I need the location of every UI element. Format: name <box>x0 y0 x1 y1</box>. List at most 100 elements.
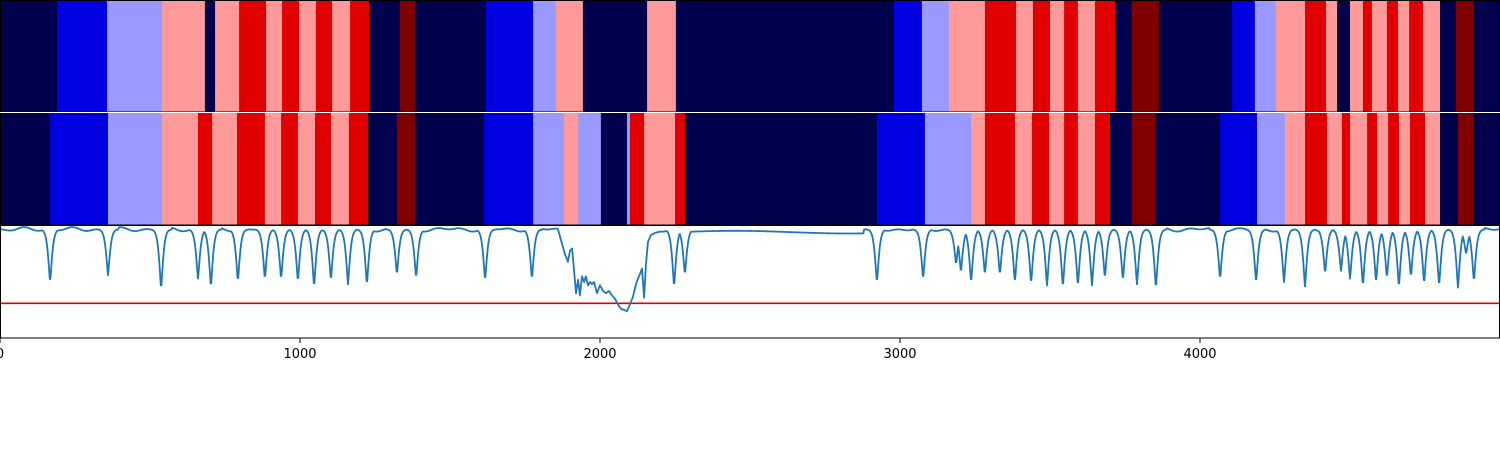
x-axis: 0 1000 2000 3000 4000 <box>0 338 1217 362</box>
track-bottom-segment <box>1473 113 1500 225</box>
track-top-segment <box>1337 1 1351 112</box>
track-bottom-segment <box>1257 113 1286 225</box>
track-bottom-segment <box>1110 113 1133 225</box>
track-top-segment <box>1158 1 1233 112</box>
track-top-segment <box>921 1 950 112</box>
track-top-segment <box>204 1 216 112</box>
track-bottom-segment <box>533 113 565 225</box>
track-bottom-segment <box>264 113 282 225</box>
track-bottom-segment <box>1388 113 1400 225</box>
track-top-segment <box>315 1 333 112</box>
track-top-segment <box>1473 1 1500 112</box>
track-bottom-segment <box>297 113 316 225</box>
track-bottom-segment <box>971 113 986 225</box>
track-top-segment <box>1275 1 1306 112</box>
track-bottom-segment <box>1367 113 1378 225</box>
track-bottom-segment <box>1425 113 1441 225</box>
track-top-segment <box>1232 1 1256 112</box>
track-top-segment <box>414 1 487 112</box>
track-top-segment <box>266 1 283 112</box>
x-tick-label: 2000 <box>583 347 616 362</box>
track-bottom-segment <box>600 113 628 225</box>
heatmap-track-top <box>0 1 1500 112</box>
track-top-segment <box>299 1 317 112</box>
track-bottom-segment <box>1014 113 1033 225</box>
track-bottom-segment <box>162 113 199 225</box>
track-bottom-segment <box>1220 113 1258 225</box>
track-top-segment <box>647 1 677 112</box>
track-bottom-segment <box>1064 113 1079 225</box>
track-top-segment <box>107 1 163 112</box>
track-top-segment <box>1326 1 1338 112</box>
track-top-segment <box>1409 1 1424 112</box>
track-top-segment <box>1050 1 1065 112</box>
track-bottom-segment <box>1440 113 1459 225</box>
signal-line <box>0 226 1500 313</box>
track-top-segment <box>1422 1 1441 112</box>
track-bottom-segment <box>348 113 369 225</box>
track-bottom-segment <box>1131 113 1157 225</box>
track-bottom-segment <box>414 113 485 225</box>
track-bottom-segment <box>1049 113 1065 225</box>
track-bottom-segment <box>876 113 926 225</box>
track-top-segment <box>282 1 300 112</box>
track-bottom-segment <box>644 113 676 225</box>
track-top-segment <box>399 1 416 112</box>
track-bottom-segment <box>1155 113 1221 225</box>
line-panel-background <box>0 226 1500 338</box>
track-bottom-segment <box>315 113 332 225</box>
track-top-segment <box>1064 1 1079 112</box>
x-tick-label: 4000 <box>1183 347 1216 362</box>
track-bottom-segment <box>564 113 579 225</box>
track-top-segment <box>369 1 401 112</box>
track-top-segment <box>1305 1 1327 112</box>
track-bottom-segment <box>627 113 631 225</box>
track-bottom-segment <box>924 113 972 225</box>
track-top-segment <box>1077 1 1096 112</box>
track-top-segment <box>215 1 240 112</box>
track-top-segment <box>1095 1 1116 112</box>
track-bottom-segment <box>0 113 51 225</box>
track-top-segment <box>350 1 370 112</box>
track-top-segment <box>1398 1 1410 112</box>
track-top-segment <box>332 1 351 112</box>
track-top-segment <box>675 1 895 112</box>
track-bottom-segment <box>1341 113 1351 225</box>
track-top-segment <box>1440 1 1457 112</box>
track-top-segment <box>1032 1 1051 112</box>
track-bottom-segment <box>684 113 878 225</box>
track-top-segment <box>1455 1 1475 112</box>
track-top-segment <box>1016 1 1034 112</box>
track-top-segment <box>1386 1 1399 112</box>
track-top-segment <box>1131 1 1160 112</box>
track-bottom-segment <box>237 113 266 225</box>
track-top-segment <box>894 1 923 112</box>
track-bottom-segment <box>675 113 686 225</box>
track-top-segment <box>486 1 534 112</box>
track-top-segment <box>948 1 986 112</box>
track-bottom-segment <box>630 113 645 225</box>
track-bottom-segment <box>330 113 350 225</box>
track-bottom-segment <box>1458 113 1475 225</box>
track-bottom-segment <box>1350 113 1368 225</box>
x-tick-label: 0 <box>0 347 4 362</box>
track-bottom-segment <box>1398 113 1411 225</box>
track-bottom-segment <box>108 113 163 225</box>
track-bottom-segment <box>483 113 534 225</box>
track-top-segment <box>1371 1 1388 112</box>
track-bottom-segment <box>50 113 109 225</box>
track-bottom-segment <box>281 113 299 225</box>
track-bottom-segment <box>984 113 1016 225</box>
line-panel <box>0 226 1500 338</box>
track-bottom-segment <box>368 113 398 225</box>
track-bottom-segment <box>578 113 602 225</box>
track-top-segment <box>1350 1 1364 112</box>
track-top-segment <box>0 1 58 112</box>
track-top-segment <box>1362 1 1373 112</box>
track-bottom-segment <box>1032 113 1050 225</box>
track-bottom-segment <box>1095 113 1111 225</box>
track-top-segment <box>533 1 557 112</box>
track-bottom-segment <box>1077 113 1096 225</box>
track-bottom-segment <box>1326 113 1343 225</box>
